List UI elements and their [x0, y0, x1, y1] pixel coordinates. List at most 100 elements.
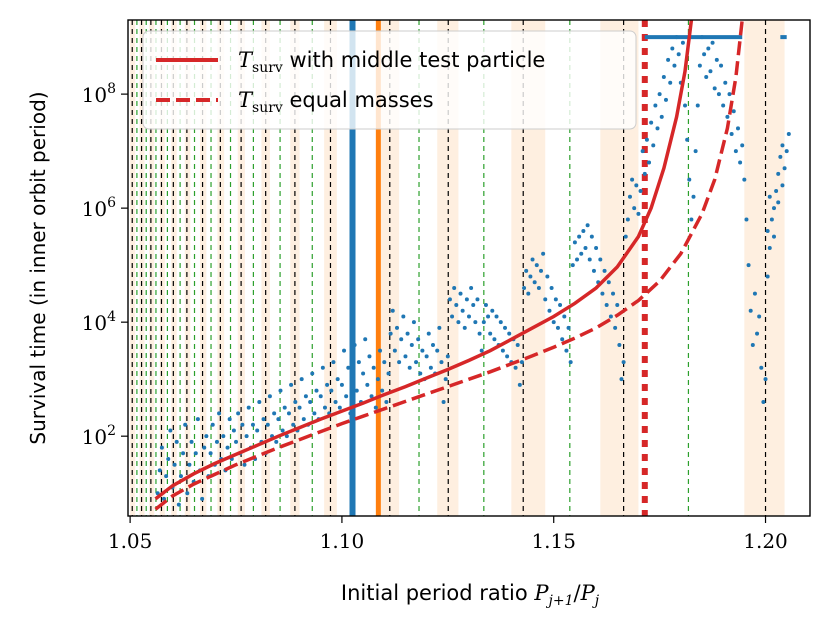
scatter-point	[691, 194, 696, 199]
scatter-point	[719, 63, 724, 68]
scatter-point	[767, 246, 772, 251]
resonance-band	[159, 20, 165, 516]
scatter-point	[524, 268, 529, 273]
scatter-point	[517, 382, 522, 387]
scatter-point	[388, 331, 393, 336]
scatter-point	[604, 303, 609, 308]
scatter-point	[183, 422, 188, 427]
scatter-point	[680, 40, 685, 45]
scatter-point	[619, 377, 624, 382]
scatter-point	[428, 365, 433, 370]
scatter-point	[536, 285, 541, 290]
scatter-point	[454, 303, 459, 308]
scatter-point	[325, 382, 330, 387]
scatter-point	[462, 325, 467, 330]
scatter-point	[723, 80, 728, 85]
scatter-point	[606, 280, 611, 285]
scatter-point	[174, 439, 179, 444]
scatter-point	[748, 308, 753, 313]
scatter-point	[397, 360, 402, 365]
scatter-point	[225, 445, 230, 450]
scatter-point	[208, 451, 213, 456]
scatter-point	[378, 348, 383, 353]
scatter-point	[447, 297, 452, 302]
scatter-point	[456, 320, 461, 325]
scatter-point	[200, 496, 205, 501]
scatter-point	[348, 411, 353, 416]
scatter-point	[738, 160, 743, 165]
scatter-point	[685, 137, 690, 142]
scatter-point	[757, 314, 762, 319]
scatter-point	[301, 417, 306, 422]
scatter-point	[778, 154, 783, 159]
scatter-point	[310, 371, 315, 376]
scatter-point	[500, 348, 505, 353]
scatter-point	[585, 223, 590, 228]
scatter-point	[532, 280, 537, 285]
scatter-point	[471, 303, 476, 308]
scatter-point	[545, 274, 550, 279]
scatter-point	[221, 434, 226, 439]
scatter-point	[242, 462, 247, 467]
scatter-point	[329, 388, 334, 393]
scatter-point	[178, 474, 183, 479]
scatter-point	[157, 468, 162, 473]
scatter-point	[416, 337, 421, 342]
scatter-point	[265, 422, 270, 427]
scatter-point	[168, 428, 173, 433]
scatter-point	[740, 143, 745, 148]
scatter-point	[314, 388, 319, 393]
scatter-point	[541, 251, 546, 256]
scatter-point	[731, 109, 736, 114]
scatter-point	[566, 325, 571, 330]
scatter-point	[547, 308, 552, 313]
legend-entry-dashed: Tsurv equal masses	[238, 88, 434, 116]
scatter-point	[282, 405, 287, 410]
scatter-point	[418, 371, 423, 376]
scatter-point	[443, 377, 448, 382]
scatter-point	[257, 399, 262, 404]
scatter-point	[481, 320, 486, 325]
scatter-point	[763, 377, 768, 382]
scatter-point	[534, 263, 539, 268]
scatter-point	[488, 331, 493, 336]
scatter-point	[699, 35, 704, 40]
scatter-point	[553, 297, 558, 302]
scatter-point	[522, 285, 527, 290]
scatter-point	[774, 189, 779, 194]
scatter-point	[244, 434, 249, 439]
scatter-point	[657, 92, 662, 97]
scatter-point	[473, 320, 478, 325]
scatter-point	[608, 314, 613, 319]
scatter-point	[771, 234, 776, 239]
scatter-point	[426, 331, 431, 336]
x-axis-label: Initial period ratio Pj+1/Pj	[341, 581, 600, 609]
scatter-point	[674, 35, 679, 40]
scatter-point	[600, 291, 605, 296]
scatter-point	[666, 57, 671, 62]
scatter-point	[519, 360, 524, 365]
scatter-point	[460, 308, 465, 313]
scatter-point	[515, 342, 520, 347]
scatter-point	[411, 320, 416, 325]
scatter-point	[721, 103, 726, 108]
scatter-point	[708, 69, 713, 74]
scatter-point	[159, 445, 164, 450]
scatter-point	[384, 399, 389, 404]
scatter-point	[746, 263, 751, 268]
scatter-point	[392, 348, 397, 353]
scatter-point	[255, 428, 260, 433]
scatter-series	[155, 35, 791, 507]
scatter-point	[320, 365, 325, 370]
scatter-point	[441, 399, 446, 404]
scatter-point	[312, 411, 317, 416]
scatter-point	[409, 342, 414, 347]
scatter-point	[733, 149, 738, 154]
scatter-point	[217, 411, 222, 416]
scatter-point	[450, 314, 455, 319]
scatter-point	[272, 411, 277, 416]
resonance-band	[744, 20, 785, 516]
scatter-point	[390, 308, 395, 313]
scatter-point	[479, 348, 484, 353]
scatter-point	[568, 360, 573, 365]
